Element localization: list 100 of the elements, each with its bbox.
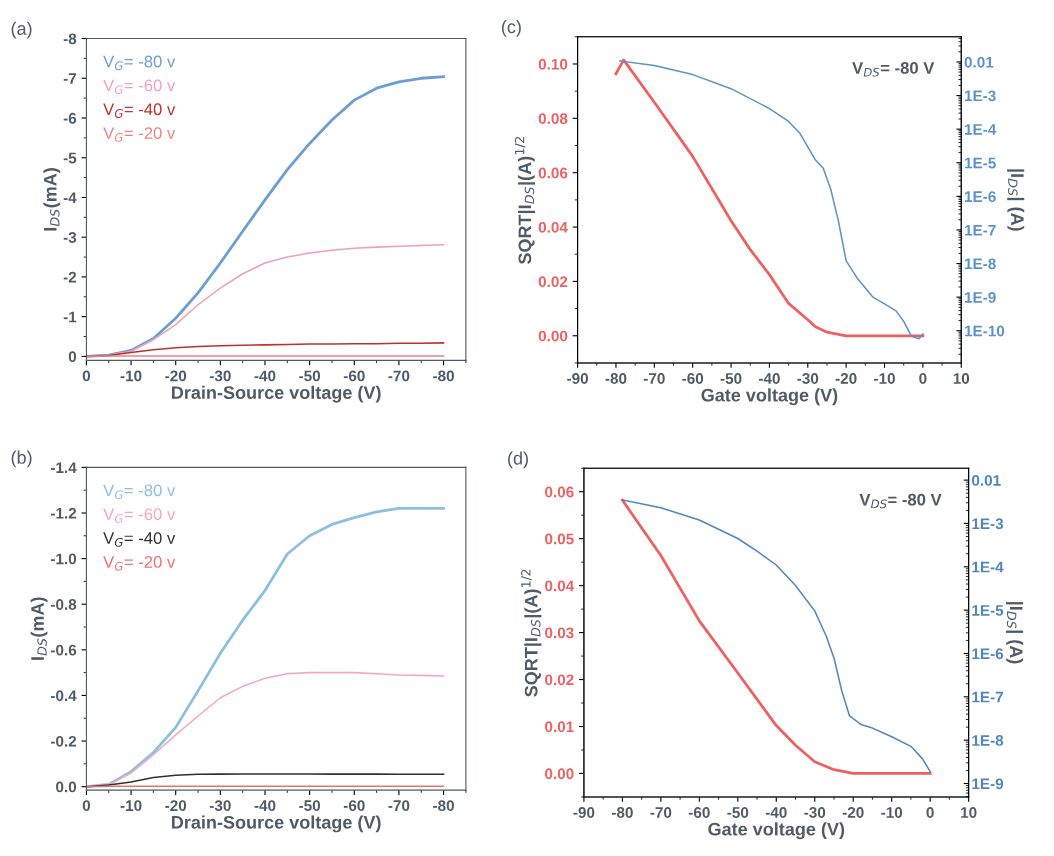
y-axis-title: SQRT|I$_{DS}$|(A)$^{1/2}$ (514, 137, 536, 265)
y2-tick-label: 1E-6 (964, 191, 996, 203)
text: V$_{G}$= -40 v (103, 103, 176, 118)
y-axis-title: I$_{DS}$(mA) (30, 597, 48, 660)
x-tick-label: -50 (720, 373, 742, 384)
y2-tick-label: 1E-8 (964, 258, 996, 270)
y-tick-label: -5 (63, 152, 77, 164)
x-axis-title: Gate voltage (V) (701, 388, 838, 406)
x-tick-label: -70 (650, 807, 672, 818)
x-tick-label: -60 (343, 370, 365, 382)
x-tick-label: -60 (343, 800, 365, 812)
x-tick-label: -60 (688, 807, 710, 818)
y2-tick-label: 1E-10 (964, 325, 1005, 337)
y-tick-label: -8 (63, 33, 77, 45)
y-tick-label: 0.04 (538, 221, 568, 233)
x-tick-label: -40 (254, 800, 276, 812)
x-tick-label: -50 (727, 807, 749, 818)
y2-tick-label: 1E-4 (972, 561, 1004, 573)
x-tick-label: -40 (758, 373, 780, 384)
x-tick-label: -20 (835, 373, 857, 384)
y-axis-title: SQRT|I$_{DS}$|(A)$^{1/2}$ (521, 569, 542, 697)
x-tick-label: -90 (567, 373, 589, 384)
x-tick-label: -10 (881, 807, 903, 818)
text: (b) (11, 450, 32, 468)
y-tick-label: 0.02 (538, 276, 568, 288)
y-tick-label: -0.4 (50, 690, 77, 702)
y2-tick-label: 1E-7 (964, 224, 996, 236)
y-tick-label: -0.8 (50, 599, 77, 610)
y2-tick-label: 1E-8 (972, 735, 1004, 746)
x-tick-label: -40 (254, 370, 276, 382)
annotation: V$_{DS}$= -80 V (852, 62, 935, 77)
y2-axis-title: |I$_{DS}$| (A) (1007, 169, 1025, 231)
y-tick-label: 0.0 (56, 781, 77, 793)
x-tick-label: -20 (842, 807, 864, 818)
x-tick-label: -70 (388, 800, 410, 812)
x-tick-label: -30 (209, 370, 231, 382)
y-tick-label: 0.00 (545, 768, 574, 780)
y2-tick-label: 1E-7 (972, 691, 1003, 703)
x-tick-label: -70 (643, 373, 665, 384)
x-tick-label: -40 (765, 807, 787, 818)
y2-tick-label: 1E-3 (964, 90, 996, 102)
text: (d) (508, 451, 528, 469)
x-tick-label: -50 (299, 800, 321, 812)
text: V$_{G}$= -80 v (103, 55, 176, 71)
x-axis-title: Gate voltage (V) (708, 822, 845, 840)
line-series (86, 243, 445, 358)
y-tick-label: -2 (63, 271, 77, 283)
y2-axis-title: |I$_{DS}$| (A) (1006, 602, 1024, 664)
x-tick-label: -80 (611, 807, 633, 818)
x-tick-label: -80 (605, 373, 627, 384)
y-tick-label: -1.4 (50, 462, 77, 473)
y2-tick-label: 0.01 (964, 56, 994, 68)
x-axis-title: Drain-Source voltage (V) (172, 385, 381, 403)
x-tick-label: -80 (433, 800, 454, 812)
x-tick-label: 0 (82, 370, 91, 382)
y2-tick-label: 1E-5 (972, 605, 1004, 616)
x-axis-title: Drain-Source voltage (V) (172, 815, 381, 833)
line-series (86, 507, 445, 789)
y-tick-label: -1.0 (50, 553, 77, 565)
text: V$_{G}$= -20 v (103, 556, 176, 571)
annotation: V$_{DS}$= -80 V (859, 493, 942, 509)
y-tick-label: -6 (63, 112, 77, 124)
y-tick-label: 0.01 (545, 721, 574, 733)
text: (a) (11, 21, 32, 39)
y-tick-label: 0 (68, 351, 77, 363)
x-tick-label: -10 (874, 373, 895, 384)
x-tick-label: -10 (120, 800, 142, 812)
text: V$_{G}$= -80 v (103, 484, 176, 499)
text: V$_{G}$= -60 v (103, 508, 176, 523)
y-tick-label: 0.06 (545, 486, 574, 498)
y2-tick-label: 1E-3 (972, 518, 1004, 530)
x-tick-label: -50 (299, 370, 321, 382)
y-tick-label: -3 (63, 232, 77, 243)
y-tick-label: -1.2 (50, 507, 77, 519)
y2-tick-label: 1E-6 (972, 648, 1004, 660)
x-tick-label: 0 (919, 373, 927, 384)
y-tick-label: 0.10 (538, 58, 568, 70)
x-tick-label: -20 (165, 800, 187, 812)
y-tick-label: 0.04 (545, 580, 575, 592)
y2-tick-label: 1E-9 (972, 778, 1004, 790)
x-tick-label: -10 (120, 370, 142, 382)
y-tick-label: -4 (63, 192, 77, 203)
y-tick-label: 0.08 (538, 113, 568, 125)
y-tick-label: 0.05 (545, 533, 574, 545)
y-tick-label: -1 (63, 311, 77, 323)
x-tick-label: -30 (209, 800, 231, 812)
x-tick-label: -90 (573, 807, 595, 818)
y-axis-title: I$_{DS}$(mA) (43, 168, 61, 231)
x-tick-label: -70 (388, 370, 410, 382)
x-tick-label: -30 (797, 373, 819, 384)
text: V$_{G}$= -60 v (103, 79, 176, 95)
y-tick-label: -0.2 (50, 735, 77, 747)
x-tick-label: -30 (804, 807, 826, 818)
y-tick-label: -7 (63, 73, 77, 84)
x-tick-label: -80 (433, 370, 454, 382)
x-tick-label: -60 (682, 373, 704, 384)
y2-tick-label: 1E-9 (964, 292, 996, 303)
y2-tick-label: 0.01 (972, 474, 1001, 486)
y-tick-label: -0.6 (50, 644, 77, 656)
x-tick-label: -20 (165, 370, 187, 382)
